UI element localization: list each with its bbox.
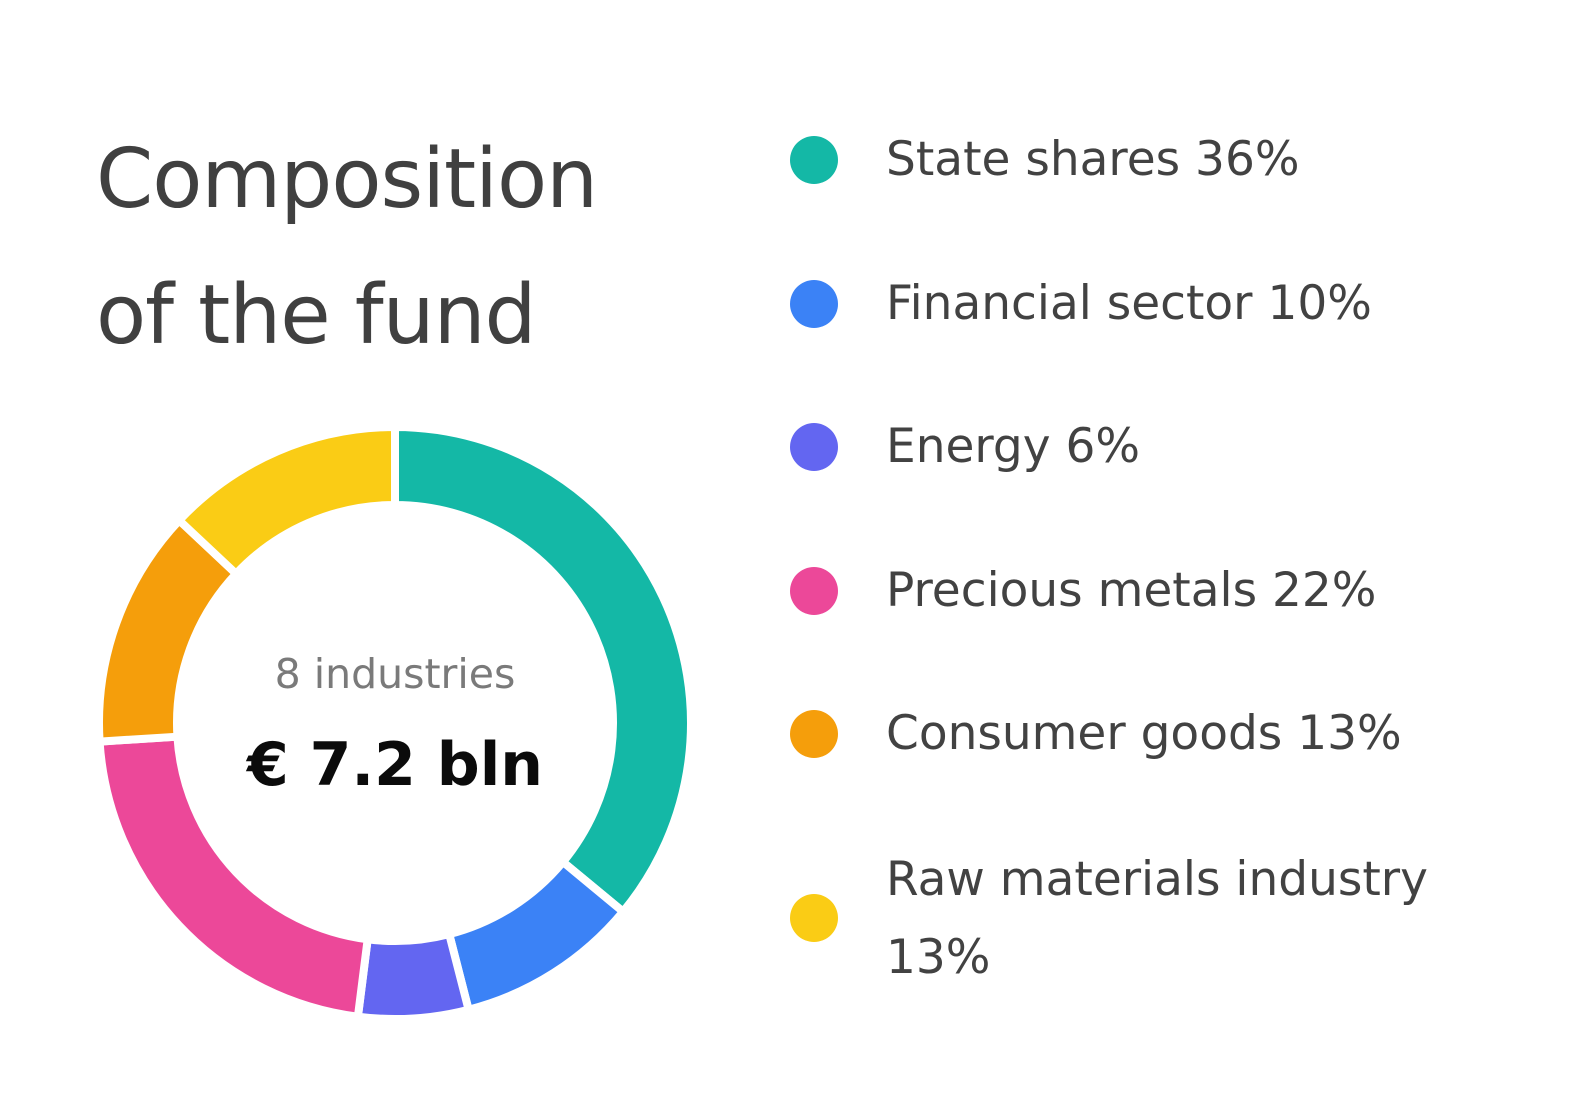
donut-slice-state-shares [391,424,694,918]
legend-label-precious-metals: Precious metals 22% [886,563,1377,618]
donut-center-subtitle: 8 industries [274,650,516,698]
title-line-2: of the fund [96,268,537,363]
legend-label-state-shares: State shares 36% [886,132,1300,187]
legend-label-energy: Energy 6% [886,419,1141,474]
legend-dot-precious-metals [790,567,838,615]
legend-dot-state-shares [790,136,838,184]
legend: State shares 36% Financial sector 10% En… [788,0,1548,1120]
donut-center-total: € 7.2 bln [246,730,544,800]
legend-dot-energy [790,423,838,471]
legend-label-financial-sector: Financial sector 10% [886,276,1372,331]
title-line-1: Composition [96,132,598,227]
donut-svg [96,424,694,1022]
legend-label-consumer-goods: Consumer goods 13% [886,706,1402,761]
donut-slice-raw-materials-industry [173,424,399,580]
legend-dot-financial-sector [790,280,838,328]
donut-slice-energy [353,929,474,1022]
legend-dot-raw-materials [790,894,838,942]
legend-label-raw-materials-line-2: 13% [886,930,991,985]
legend-label-raw-materials: Raw materials industry [886,852,1428,907]
donut-chart: 8 industries € 7.2 bln [96,424,694,1022]
chart-title: Composition of the fund [96,112,736,384]
legend-dot-consumer-goods [790,710,838,758]
